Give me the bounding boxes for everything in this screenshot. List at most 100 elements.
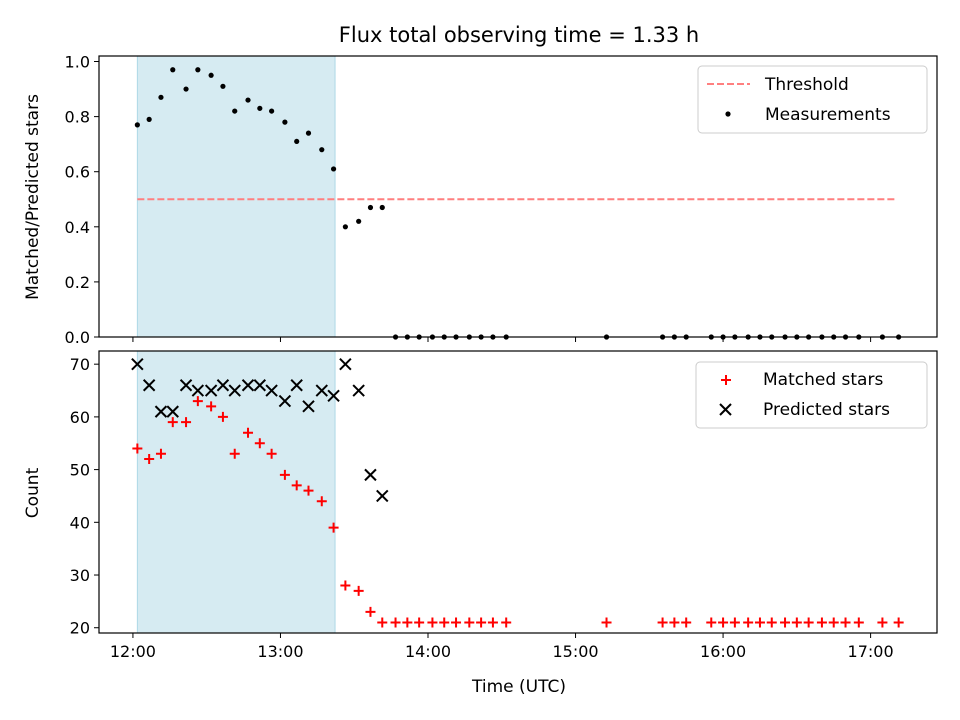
bottom-axes-frame bbox=[98, 350, 938, 634]
bottom-plus-point-0-18 bbox=[353, 585, 364, 596]
bottom-x-point-1-15 bbox=[315, 384, 328, 397]
bottom-plus-point-0-41 bbox=[780, 617, 791, 628]
bottom-x-point-1-13 bbox=[290, 379, 303, 392]
bottom-plus-point-0-4 bbox=[181, 417, 192, 428]
top-y-tick-label-1: 0.2 bbox=[65, 273, 90, 292]
bottom-x-point-1-19 bbox=[364, 468, 377, 482]
bottom-plus-point-0-15 bbox=[316, 496, 327, 507]
bottom-x-point-1-1 bbox=[142, 379, 156, 392]
bottom-legend: Matched stars Predicted stars bbox=[695, 361, 928, 429]
bottom-plus-point-0-35 bbox=[706, 617, 717, 628]
top-legend-frame bbox=[697, 65, 928, 134]
top-dot-point-0-14 bbox=[305, 130, 312, 136]
bottom-x-tick-label-0: 12:00 bbox=[110, 642, 156, 661]
measurements-legend-marker bbox=[725, 111, 731, 117]
chart-title: Flux total observing time = 1.33 h bbox=[339, 23, 699, 47]
bottom-plus-point-0-49 bbox=[893, 617, 904, 628]
bottom-x-point-1-11 bbox=[265, 384, 278, 397]
bottom-plus-point-0-43 bbox=[803, 617, 814, 628]
bottom-plus-point-0-30 bbox=[501, 617, 512, 628]
top-dot-point-0-18 bbox=[356, 218, 362, 224]
bottom-plus-point-0-45 bbox=[828, 617, 839, 628]
bottom-x-tick-label-1: 13:00 bbox=[257, 642, 303, 661]
predicted-stars-legend-label: Predicted stars bbox=[763, 400, 890, 420]
threshold-legend-label: Threshold bbox=[764, 75, 849, 95]
bottom-x-tick-label-2: 14:00 bbox=[405, 642, 451, 661]
bottom-y-axis-label: Count bbox=[23, 467, 43, 518]
top-legend: Threshold Measurements bbox=[697, 65, 928, 134]
bottom-plus-point-0-47 bbox=[853, 617, 864, 628]
top-dot-point-0-11 bbox=[269, 108, 275, 114]
bottom-x-point-1-8 bbox=[228, 384, 241, 397]
bottom-plus-point-0-44 bbox=[816, 617, 827, 628]
bottom-plus-point-0-17 bbox=[340, 580, 351, 591]
bottom-plus-point-0-39 bbox=[754, 617, 765, 628]
top-dot-point-0-5 bbox=[195, 67, 201, 73]
top-dot-point-0-9 bbox=[245, 97, 251, 103]
bottom-plus-point-0-16 bbox=[328, 522, 339, 533]
bottom-plus-point-0-42 bbox=[791, 617, 802, 628]
matched-stars-legend-marker bbox=[721, 375, 731, 385]
bottom-y-tick-label-5: 70 bbox=[70, 355, 90, 374]
top-y-tick-label-5: 1.0 bbox=[65, 53, 90, 72]
bottom-x-point-1-16 bbox=[327, 389, 340, 403]
bottom-plus-point-0-26 bbox=[451, 617, 462, 628]
bottom-plus-point-0-23 bbox=[414, 617, 425, 628]
bottom-panel: 20 30 40 50 60 70 12:00 13:00 14:00 15:00 16:00 17:… bbox=[70, 350, 938, 661]
bottom-x-point-1-7 bbox=[216, 379, 230, 392]
top-y-tick-label-4: 0.8 bbox=[65, 108, 90, 127]
bottom-plus-point-0-19 bbox=[365, 606, 376, 617]
bottom-x-tick-label-4: 16:00 bbox=[700, 642, 746, 661]
bottom-plus-point-0-12 bbox=[279, 469, 290, 480]
top-shaded-region bbox=[136, 55, 336, 338]
bottom-plus-point-0-20 bbox=[377, 617, 388, 628]
bottom-y-tick-label-2: 40 bbox=[70, 513, 90, 532]
bottom-plus-point-0-1 bbox=[144, 454, 155, 465]
bottom-plus-point-0-3 bbox=[167, 417, 178, 428]
bottom-plus-point-0-22 bbox=[402, 617, 413, 628]
bottom-x-tick-label-3: 15:00 bbox=[552, 642, 598, 661]
bottom-x-point-1-4 bbox=[179, 379, 193, 392]
bottom-plus-point-0-2 bbox=[155, 448, 166, 459]
bottom-plus-point-0-21 bbox=[390, 617, 401, 628]
top-dot-point-0-0 bbox=[134, 122, 140, 128]
bottom-plus-point-0-34 bbox=[681, 617, 692, 628]
measurements-legend-label: Measurements bbox=[765, 105, 891, 125]
bottom-x-point-1-18 bbox=[352, 384, 365, 397]
bottom-x-point-1-3 bbox=[166, 405, 179, 418]
bottom-x-point-1-12 bbox=[278, 394, 292, 408]
bottom-plus-point-0-0 bbox=[132, 443, 143, 454]
bottom-plus-point-0-38 bbox=[743, 617, 754, 628]
bottom-plus-point-0-29 bbox=[487, 617, 498, 628]
bottom-plus-point-0-36 bbox=[718, 617, 729, 628]
bottom-plus-point-0-25 bbox=[439, 617, 450, 628]
bottom-y-tick-label-4: 60 bbox=[70, 408, 90, 427]
bottom-x-point-1-20 bbox=[376, 489, 389, 503]
bottom-y-tick-label-3: 50 bbox=[70, 461, 90, 480]
bottom-plus-point-0-8 bbox=[229, 448, 240, 459]
bottom-x-point-1-0 bbox=[131, 357, 144, 371]
bottom-legend-frame bbox=[695, 361, 928, 429]
bottom-plus-point-0-31 bbox=[601, 617, 612, 628]
matched-stars-legend-label: Matched stars bbox=[763, 370, 883, 390]
top-y-tick-label-3: 0.6 bbox=[65, 163, 90, 182]
bottom-x-point-1-2 bbox=[154, 405, 168, 418]
bottom-y-tick-label-0: 20 bbox=[70, 619, 90, 638]
bottom-plus-point-0-5 bbox=[192, 396, 203, 407]
top-dot-point-0-4 bbox=[183, 86, 189, 92]
bottom-plus-point-0-24 bbox=[427, 617, 438, 628]
bottom-x-point-1-17 bbox=[339, 357, 352, 371]
bottom-plus-point-0-46 bbox=[840, 617, 851, 628]
top-dot-point-0-13 bbox=[294, 138, 300, 145]
bottom-shaded-region bbox=[136, 350, 336, 634]
top-dot-point-0-8 bbox=[232, 108, 238, 114]
bottom-plus-point-0-37 bbox=[729, 617, 740, 628]
bottom-y-tick-label-1: 30 bbox=[70, 566, 90, 585]
top-panel: 0.0 0.2 0.4 0.6 0.8 1.0 bbox=[65, 53, 938, 347]
bottom-x-point-1-10 bbox=[253, 379, 267, 392]
top-dot-point-0-7 bbox=[220, 83, 226, 89]
bottom-plus-point-0-40 bbox=[766, 617, 777, 628]
bottom-plus-point-0-6 bbox=[206, 401, 217, 412]
bottom-x-point-1-9 bbox=[241, 379, 255, 392]
